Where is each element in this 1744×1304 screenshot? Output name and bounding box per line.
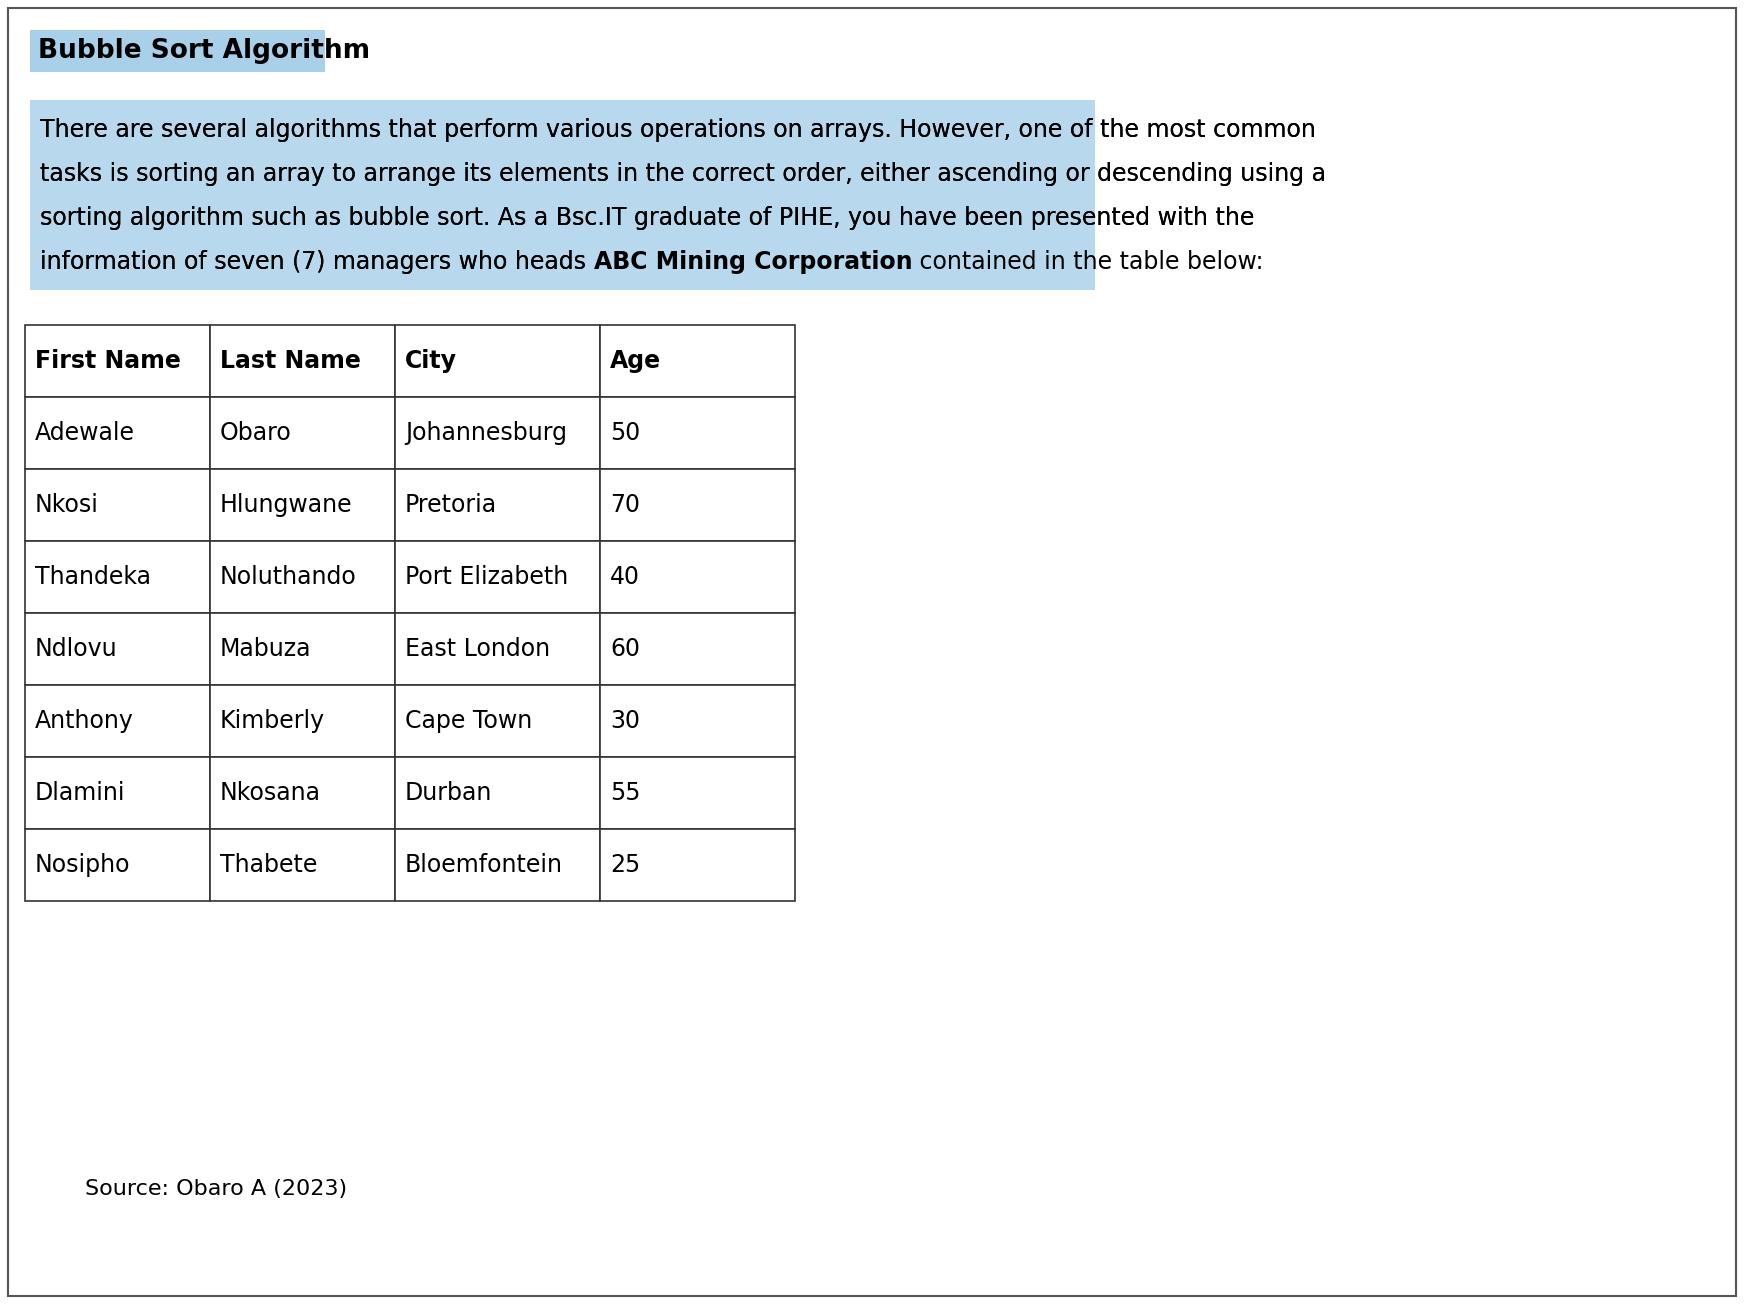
Text: contained in the table below:: contained in the table below:: [912, 250, 1264, 274]
Text: Pretoria: Pretoria: [405, 493, 497, 516]
Bar: [209, 758, 394, 829]
Text: Noluthando: Noluthando: [220, 565, 358, 589]
Text: City: City: [405, 349, 457, 373]
Text: 50: 50: [610, 421, 640, 445]
Text: Bloemfontein: Bloemfontein: [405, 853, 563, 878]
Text: tasks is sorting an array to arrange its elements in the correct order, either a: tasks is sorting an array to arrange its…: [40, 162, 1325, 186]
Bar: [209, 613, 394, 685]
Text: Hlungwane: Hlungwane: [220, 493, 352, 516]
Bar: [24, 829, 209, 901]
Text: Ndlovu: Ndlovu: [35, 636, 117, 661]
Text: There are several algorithms that perform various operations on arrays. However,: There are several algorithms that perfor…: [40, 117, 1317, 142]
Text: 60: 60: [610, 636, 640, 661]
Text: Nosipho: Nosipho: [35, 853, 131, 878]
Bar: [209, 829, 394, 901]
Text: 25: 25: [610, 853, 640, 878]
Text: information of seven (7) managers who heads: information of seven (7) managers who he…: [40, 250, 593, 274]
Bar: [600, 829, 795, 901]
Bar: [394, 325, 600, 396]
Text: Last Name: Last Name: [220, 349, 361, 373]
Bar: [24, 325, 209, 396]
Bar: [600, 325, 795, 396]
Text: Cape Town: Cape Town: [405, 709, 532, 733]
Bar: [24, 541, 209, 613]
Text: Age: Age: [610, 349, 661, 373]
Bar: [394, 613, 600, 685]
Text: Dlamini: Dlamini: [35, 781, 126, 805]
Bar: [600, 396, 795, 469]
Text: Mabuza: Mabuza: [220, 636, 312, 661]
Bar: [24, 396, 209, 469]
Bar: [24, 685, 209, 758]
Text: tasks is sorting an array to arrange its elements in the correct order, either a: tasks is sorting an array to arrange its…: [40, 162, 1325, 186]
Bar: [600, 469, 795, 541]
Text: Port Elizabeth: Port Elizabeth: [405, 565, 569, 589]
Text: sorting algorithm such as bubble sort. As a Bsc.IT graduate of PIHE, you have be: sorting algorithm such as bubble sort. A…: [40, 206, 1254, 230]
Text: 70: 70: [610, 493, 640, 516]
Bar: [209, 325, 394, 396]
Text: information of seven (7) managers who heads: information of seven (7) managers who he…: [40, 250, 593, 274]
Bar: [24, 613, 209, 685]
Bar: [24, 469, 209, 541]
Text: Nkosi: Nkosi: [35, 493, 99, 516]
Text: Durban: Durban: [405, 781, 492, 805]
Text: Obaro: Obaro: [220, 421, 291, 445]
Text: Johannesburg: Johannesburg: [405, 421, 567, 445]
Bar: [394, 469, 600, 541]
Text: There are several algorithms that perform various operations on arrays. However,: There are several algorithms that perfor…: [40, 117, 1317, 142]
Bar: [30, 30, 324, 72]
Bar: [394, 758, 600, 829]
Text: Thabete: Thabete: [220, 853, 317, 878]
Text: Kimberly: Kimberly: [220, 709, 324, 733]
Bar: [209, 541, 394, 613]
Text: Adewale: Adewale: [35, 421, 134, 445]
Bar: [394, 396, 600, 469]
Text: Bubble Sort Algorithm: Bubble Sort Algorithm: [38, 38, 370, 64]
Text: Anthony: Anthony: [35, 709, 134, 733]
Text: 40: 40: [610, 565, 640, 589]
Text: East London: East London: [405, 636, 549, 661]
Text: sorting algorithm such as bubble sort. As a Bsc.IT graduate of PIHE, you have be: sorting algorithm such as bubble sort. A…: [40, 206, 1254, 230]
Bar: [600, 613, 795, 685]
Bar: [209, 685, 394, 758]
Bar: [394, 541, 600, 613]
Bar: [209, 469, 394, 541]
Text: ABC Mining Corporation: ABC Mining Corporation: [593, 250, 912, 274]
Text: Thandeka: Thandeka: [35, 565, 152, 589]
Bar: [394, 685, 600, 758]
Bar: [209, 396, 394, 469]
Bar: [24, 758, 209, 829]
Text: Source: Obaro A (2023): Source: Obaro A (2023): [85, 1179, 347, 1198]
Text: 55: 55: [610, 781, 640, 805]
Bar: [30, 100, 1095, 289]
Bar: [600, 685, 795, 758]
Bar: [600, 758, 795, 829]
Text: First Name: First Name: [35, 349, 181, 373]
Text: Nkosana: Nkosana: [220, 781, 321, 805]
Text: 30: 30: [610, 709, 640, 733]
Bar: [600, 541, 795, 613]
Bar: [394, 829, 600, 901]
